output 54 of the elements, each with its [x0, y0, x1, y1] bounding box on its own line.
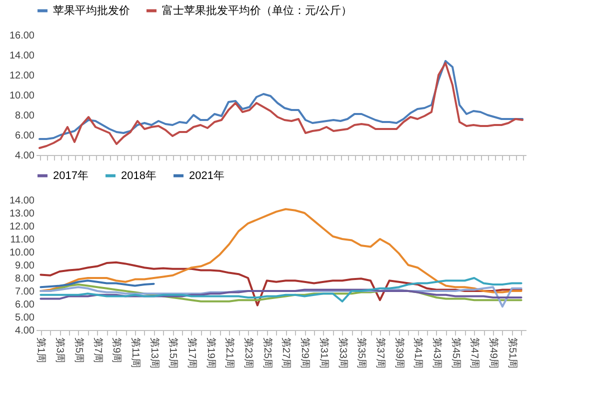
x-tick-label: 第11周	[129, 338, 142, 368]
y-tick-label: 12.00	[9, 70, 35, 82]
x-tick-label: 第39周	[393, 338, 406, 369]
y-tick-label: 8.00	[15, 274, 35, 284]
y-tick-label: 10.00	[9, 90, 35, 102]
y-tick-label: 12.00	[9, 222, 35, 232]
legend-label: 2017年	[53, 170, 88, 182]
x-tick-label: 第45周	[450, 338, 462, 369]
x-tick-label: 第35周	[356, 338, 368, 369]
legend-label: 苹果平均批发价	[53, 4, 130, 17]
x-tick-label: 第1周	[35, 338, 48, 364]
x-tick-label: 第21周	[224, 338, 236, 369]
legend-label: 2021年	[189, 170, 224, 182]
y-tick-label: 6.00	[15, 300, 35, 310]
x-tick-label: 第31周	[318, 338, 330, 369]
line-series	[40, 288, 522, 300]
x-tick-label: 第33周	[336, 338, 349, 369]
x-tick-label: 第13周	[148, 338, 160, 369]
x-tick-label: 第27周	[280, 338, 292, 369]
y-tick-label: 11.00	[10, 234, 35, 246]
x-tick-label: 第51周	[506, 338, 518, 369]
x-tick-label: 第19周	[204, 338, 217, 369]
y-tick-label: 14.00	[9, 196, 35, 206]
line-series	[40, 261, 522, 306]
legend-label: 2018年	[121, 170, 156, 182]
y-tick-label: 6.00	[15, 130, 35, 142]
y-tick-label: 7.00	[15, 286, 35, 298]
x-tick-label: 第47周	[468, 338, 481, 369]
y-tick-label: 10.00	[9, 248, 35, 258]
line-series	[40, 280, 155, 288]
x-tick-label: 第3周	[54, 338, 66, 364]
x-tick-label: 第23周	[242, 338, 255, 369]
y-tick-label: 16.00	[9, 30, 35, 42]
x-tick-label: 第9周	[110, 338, 123, 364]
x-tick-label: 第37周	[374, 338, 386, 369]
y-tick-label: 9.00	[15, 260, 35, 272]
line-series	[40, 208, 522, 294]
y-tick-label: 13.00	[9, 208, 35, 220]
y-tick-label: 5.00	[15, 312, 35, 324]
x-tick-label: 第25周	[261, 338, 274, 369]
y-tick-label: 14.00	[9, 50, 35, 62]
y-tick-label: 4.00	[15, 326, 35, 336]
y-tick-label: 8.00	[15, 110, 35, 122]
x-tick-label: 第29周	[299, 338, 312, 369]
line-series	[40, 277, 522, 302]
y-tick-label: 4.00	[15, 150, 35, 162]
x-tick-label: 第15周	[167, 338, 180, 369]
x-tick-label: 第17周	[186, 338, 198, 369]
legend-label: 富士苹果批发平均价（单位：元/公斤）	[162, 4, 352, 17]
x-tick-label: 第5周	[72, 338, 85, 364]
x-tick-label: 第7周	[92, 338, 104, 364]
x-tick-label: 第49周	[488, 338, 500, 369]
x-tick-label: 第41周	[412, 338, 424, 369]
x-tick-label: 第43周	[430, 338, 443, 369]
